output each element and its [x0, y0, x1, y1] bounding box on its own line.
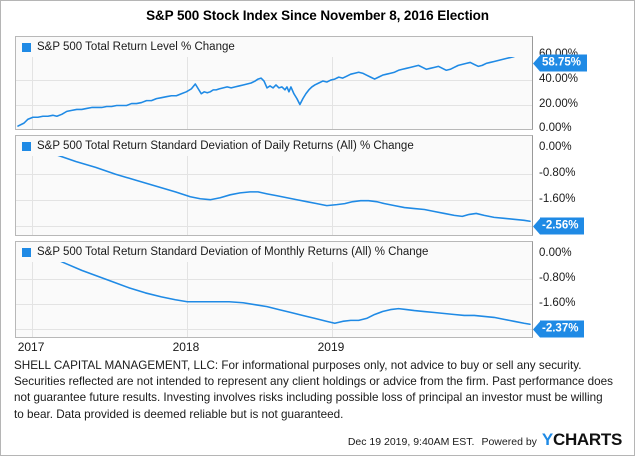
badge-pointer-icon	[533, 321, 540, 337]
y-tick-label: 0.00%	[539, 141, 572, 153]
series-line-total-return-level	[17, 47, 531, 127]
y-tick-label: 20.00%	[539, 98, 579, 110]
gridline-vertical-2019	[332, 242, 333, 337]
attribution-bar: Dec 19 2019, 9:40AM EST. Powered by YCHA…	[348, 431, 622, 448]
gridline-vertical-2017	[32, 136, 33, 235]
y-tick-label: -1.60%	[539, 297, 576, 309]
gridline-horizontal	[16, 200, 532, 201]
chart-panel-stack: S&P 500 Total Return Level % Change 60.0…	[15, 36, 620, 338]
x-tick-label-2019: 2019	[317, 340, 345, 354]
y-tick-label: -1.60%	[539, 193, 576, 205]
y-tick-label: -0.80%	[539, 167, 576, 179]
plot-area-panel-3[interactable]: S&P 500 Total Return Standard Deviation …	[15, 241, 533, 338]
gridline-vertical-2019	[332, 136, 333, 235]
powered-by-label: Powered by	[481, 436, 537, 448]
chart-panel-stddev-monthly[interactable]: S&P 500 Total Return Standard Deviation …	[15, 241, 620, 338]
gridline-vertical-2018	[187, 242, 188, 337]
series-line-stddev-daily	[17, 140, 531, 223]
gridline-horizontal	[16, 80, 532, 81]
gridline-vertical-2017	[32, 242, 33, 337]
plot-area-panel-1[interactable]: S&P 500 Total Return Level % Change	[15, 36, 533, 130]
badge-pointer-icon	[533, 218, 540, 234]
x-axis: 2017 2018 2019	[15, 339, 533, 357]
chart-panel-total-return-level[interactable]: S&P 500 Total Return Level % Change 60.0…	[15, 36, 620, 134]
badge-pointer-icon	[533, 55, 540, 71]
gridline-vertical-2018	[187, 37, 188, 129]
last-value-badge-panel-2: -2.56%	[533, 217, 585, 235]
y-tick-label: 0.00%	[539, 122, 572, 134]
y-axis-panel-2: 0.00% -0.80% -1.60% -2.40% -2.56%	[533, 135, 620, 236]
y-axis-panel-3: 0.00% -0.80% -1.60% -2.40% -2.37%	[533, 241, 620, 338]
last-value-badge-panel-3: -2.37%	[533, 320, 585, 338]
disclaimer-text: SHELL CAPITAL MANAGEMENT, LLC: For infor…	[14, 359, 613, 421]
page-title: S&P 500 Stock Index Since November 8, 20…	[146, 8, 489, 23]
chart-panel-stddev-daily[interactable]: S&P 500 Total Return Standard Deviation …	[15, 135, 620, 236]
y-tick-label: -0.80%	[539, 272, 576, 284]
y-tick-label: 40.00%	[539, 73, 579, 85]
gridline-horizontal	[16, 174, 532, 175]
timestamp-label: Dec 19 2019, 9:40AM EST.	[347, 436, 475, 448]
gridline-horizontal	[16, 226, 532, 227]
gridline-horizontal	[16, 304, 532, 305]
gridline-vertical-2017	[32, 37, 33, 129]
badge-value-panel-2: -2.56%	[540, 217, 585, 235]
ycharts-logo-text: CHARTS	[552, 430, 622, 449]
ycharts-logo[interactable]: YCHARTS	[542, 431, 622, 448]
y-axis-panel-1: 60.00% 40.00% 20.00% 0.00% 58.75%	[533, 36, 620, 134]
series-line-stddev-monthly	[17, 245, 531, 326]
badge-value-panel-1: 58.75%	[540, 54, 588, 72]
badge-value-panel-3: -2.37%	[540, 320, 585, 338]
gridline-vertical-2018	[187, 136, 188, 235]
y-tick-label: 0.00%	[539, 247, 572, 259]
ycharts-logo-y: Y	[541, 430, 553, 449]
x-tick-label-2018: 2018	[172, 340, 200, 354]
gridline-vertical-2019	[332, 37, 333, 129]
gridline-horizontal	[16, 329, 532, 330]
gridline-horizontal	[16, 105, 532, 106]
last-value-badge-panel-1: 58.75%	[533, 54, 588, 72]
plot-area-panel-2[interactable]: S&P 500 Total Return Standard Deviation …	[15, 135, 533, 236]
gridline-horizontal	[16, 279, 532, 280]
x-tick-label-2017: 2017	[17, 340, 45, 354]
gridline-horizontal	[16, 129, 532, 130]
